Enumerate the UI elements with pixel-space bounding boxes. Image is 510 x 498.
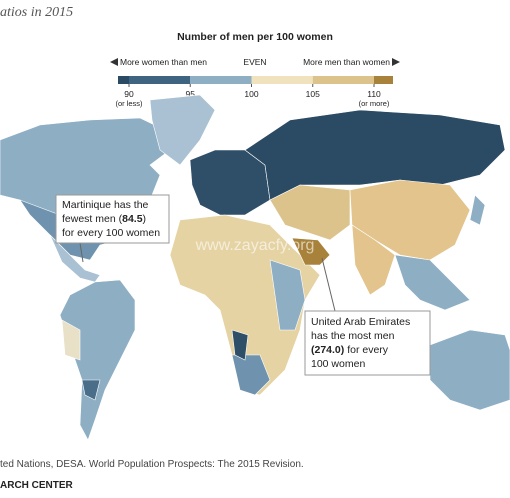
map	[0, 94, 510, 441]
annotation-text: Martinique has the	[62, 199, 149, 211]
annotation-box	[304, 310, 431, 376]
india	[351, 224, 396, 296]
annotation-text: (274.0) for every	[311, 344, 389, 356]
legend-swatch	[312, 76, 374, 84]
europe	[189, 149, 271, 216]
pointer-line	[321, 257, 336, 312]
legend-tick-label: 100	[244, 89, 258, 99]
east-africa	[269, 259, 306, 331]
legend-swatch	[374, 76, 393, 84]
legend-note: (or more)	[359, 99, 390, 108]
annotation-box	[55, 194, 170, 244]
greenland	[149, 94, 216, 166]
namibia	[231, 329, 249, 361]
annotation-text: 100 women	[311, 358, 365, 370]
bolivia	[61, 319, 81, 361]
legend-tick-label: 90	[124, 89, 134, 99]
legend-center: EVEN	[243, 57, 266, 67]
south-africa	[231, 354, 271, 396]
title: atios in 2015	[0, 5, 73, 20]
watermark: www.zayacfy.org	[195, 237, 315, 254]
central-asia	[269, 184, 351, 241]
legend: 90 95 100 105 110 (or less) (or more)	[115, 76, 393, 108]
legend-tick-label: 95	[186, 89, 196, 99]
legend-swatch	[129, 76, 191, 84]
legend-title: Number of men per 100 women	[177, 31, 333, 43]
credit: ARCH CENTER	[0, 480, 74, 491]
south-america	[59, 279, 136, 441]
annotation-text: has the most men	[311, 330, 395, 342]
arabia	[291, 237, 331, 266]
legend-note: (or less)	[115, 99, 143, 108]
arrow-right	[392, 58, 400, 66]
australia	[429, 329, 510, 411]
africa	[169, 214, 321, 396]
uruguay	[81, 379, 101, 401]
japan	[469, 194, 486, 226]
annotation-text: fewest men (84.5)	[62, 213, 146, 225]
legend-right: More men than women	[303, 57, 390, 67]
legend-tick-label: 105	[306, 89, 320, 99]
source: ted Nations, DESA. World Population Pros…	[0, 459, 304, 470]
legend-swatch	[118, 76, 129, 84]
pointer-line	[79, 242, 84, 263]
arrow-left	[110, 58, 118, 66]
legend-swatch	[251, 76, 313, 84]
annotation-text: for every 100 women	[62, 227, 160, 239]
legend-left: More women than men	[120, 57, 207, 67]
mexico	[49, 234, 101, 283]
legend-swatch	[190, 76, 252, 84]
annotation-text: United Arab Emirates	[311, 316, 410, 328]
legend-tick-label: 110	[367, 89, 381, 99]
southeast-asia	[394, 254, 471, 311]
